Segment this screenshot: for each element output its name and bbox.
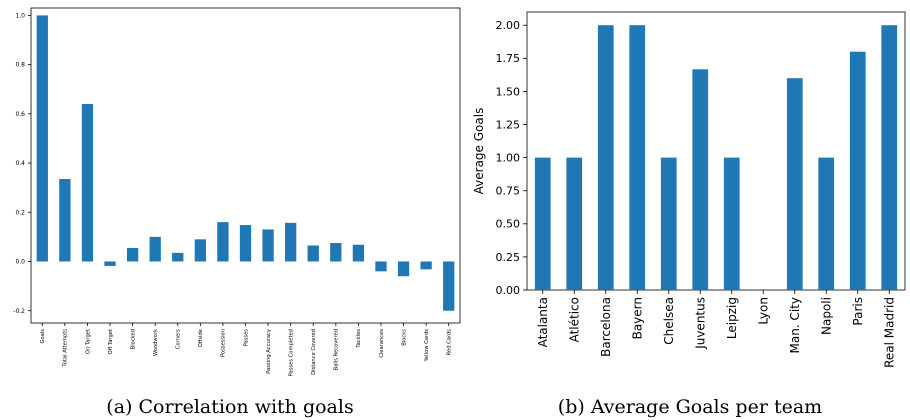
x-tick-label-napoli: Napoli — [819, 297, 833, 335]
bar-corners — [172, 252, 184, 262]
x-tick-label-total-attempts: Total Attempts — [63, 329, 69, 368]
bar-bayern — [629, 25, 646, 290]
bar-woodwork — [149, 236, 161, 262]
x-tick-label-leipzig: Leipzig — [725, 297, 739, 339]
x-tick-label-clearances: Clearances — [379, 329, 385, 358]
x-tick-label-atalanta: Atalanta — [536, 297, 550, 347]
x-tick-label-lyon: Lyon — [756, 297, 770, 325]
y-tick-label: 0.00 — [496, 284, 521, 297]
x-tick-label-blocks: Blocks — [401, 329, 407, 346]
bar-barcelona — [597, 25, 614, 290]
x-tick-label-tackles: Tackles — [356, 329, 362, 349]
bar-possession — [217, 222, 229, 262]
y-tick-label: 1.25 — [496, 118, 521, 131]
x-tick-label-on-target: On Target — [85, 329, 91, 354]
y-tick-label: 0.4 — [15, 160, 25, 167]
bar-paris — [849, 51, 866, 290]
bar-blocks — [397, 261, 410, 277]
y-tick-label: 2.00 — [496, 19, 521, 32]
chart-correlation-with-goals: -0.2 0.0 0.2 0.4 0.6 0.8 1.0 Goals Total Attempt… — [13, 7, 461, 376]
x-tick-label-blocked: Blocked — [130, 329, 136, 349]
bar-yellow-cards — [420, 261, 432, 270]
bar-passing-accuracy — [262, 229, 274, 262]
x-tick-label-paris: Paris — [851, 297, 865, 326]
bar-passes-completed — [285, 222, 297, 262]
y-tick-label: 0.8 — [15, 62, 25, 69]
bar-on-target — [81, 103, 94, 262]
x-tick-label-red-cards: Red Cards — [447, 329, 453, 356]
plot-frame — [30, 7, 461, 324]
y-tick-label: 0.25 — [496, 251, 521, 264]
y-tick-label: 1.0 — [15, 12, 25, 19]
caption-b: (b) Average Goals per team — [558, 396, 822, 418]
bar-off-target — [104, 261, 116, 266]
bar-real-madrid — [881, 25, 898, 290]
bar-goals — [36, 15, 48, 262]
y-tick-label: 1.00 — [496, 151, 521, 164]
bar-passes — [239, 225, 252, 262]
y-tick-label: 1.75 — [496, 52, 521, 65]
x-tick-label-yellow-cards: Yellow Cards — [424, 329, 430, 363]
bar-blocked — [126, 247, 139, 262]
y-tick-label: 0.50 — [496, 218, 521, 231]
x-tick-label-atletico: Atlético — [567, 297, 581, 342]
x-tick-label-man-city: Man. City — [788, 297, 802, 353]
x-tick-label-bayern: Bayern — [630, 297, 644, 339]
x-tick-label-passes: Passes — [243, 329, 249, 347]
y-tick-label: 0.2 — [15, 209, 25, 216]
x-tick-label-juventus: Juventus — [693, 297, 707, 350]
x-tick-label-balls-recovered: Balls Recovered — [334, 329, 340, 370]
bar-man-city — [786, 78, 803, 290]
x-tick-label-passes-completed: Passes Completed — [288, 329, 294, 376]
bar-distance-covered — [307, 245, 319, 262]
x-tick-label-distance-covered: Distance Covered — [311, 329, 317, 375]
caption-a: (a) Correlation with goals — [106, 396, 353, 418]
x-tick-label-passing-accuracy: Passing Accuracy — [266, 329, 272, 374]
x-tick-label-corners: Corners — [176, 329, 182, 349]
y-tick-label: -0.2 — [13, 308, 25, 315]
bar-clearances — [375, 261, 387, 272]
bar-tackles — [352, 244, 365, 262]
bar-balls-recovered — [330, 243, 342, 262]
bar-red-cards — [443, 261, 455, 311]
y-tick-label: 0.0 — [15, 259, 25, 266]
x-tick-label-woodwork: Woodwork — [153, 329, 159, 356]
x-tick-label-possession: Possession — [221, 329, 227, 357]
x-tick-label-goals: Goals — [40, 329, 46, 344]
bar-total-attempts — [59, 179, 71, 262]
bar-juventus — [692, 69, 709, 290]
bar-napoli — [818, 157, 835, 290]
x-tick-label-off-target: Off Target — [108, 329, 114, 354]
y-tick-label: 0.75 — [496, 185, 521, 198]
x-tick-label-barcelona: Barcelona — [599, 297, 613, 357]
plot-frame — [526, 11, 906, 291]
x-tick-label-chelsea: Chelsea — [662, 297, 676, 345]
y-tick-label: 1.50 — [496, 85, 521, 98]
x-tick-label-real-madrid: Real Madrid — [882, 297, 896, 368]
bar-atalanta — [534, 157, 551, 290]
bar-chelsea — [660, 157, 677, 290]
bar-leipzig — [723, 157, 740, 290]
y-axis-label: Average Goals — [472, 108, 486, 195]
x-tick-label-offside: Offside — [198, 329, 204, 347]
bar-atletico — [566, 157, 583, 290]
y-tick-label: 0.6 — [15, 111, 25, 118]
chart-average-goals-per-team: 0.00 0.25 0.50 0.75 1.00 1.25 1.50 1.75 2.00 Atal… — [472, 11, 906, 368]
bar-offside — [194, 239, 206, 262]
